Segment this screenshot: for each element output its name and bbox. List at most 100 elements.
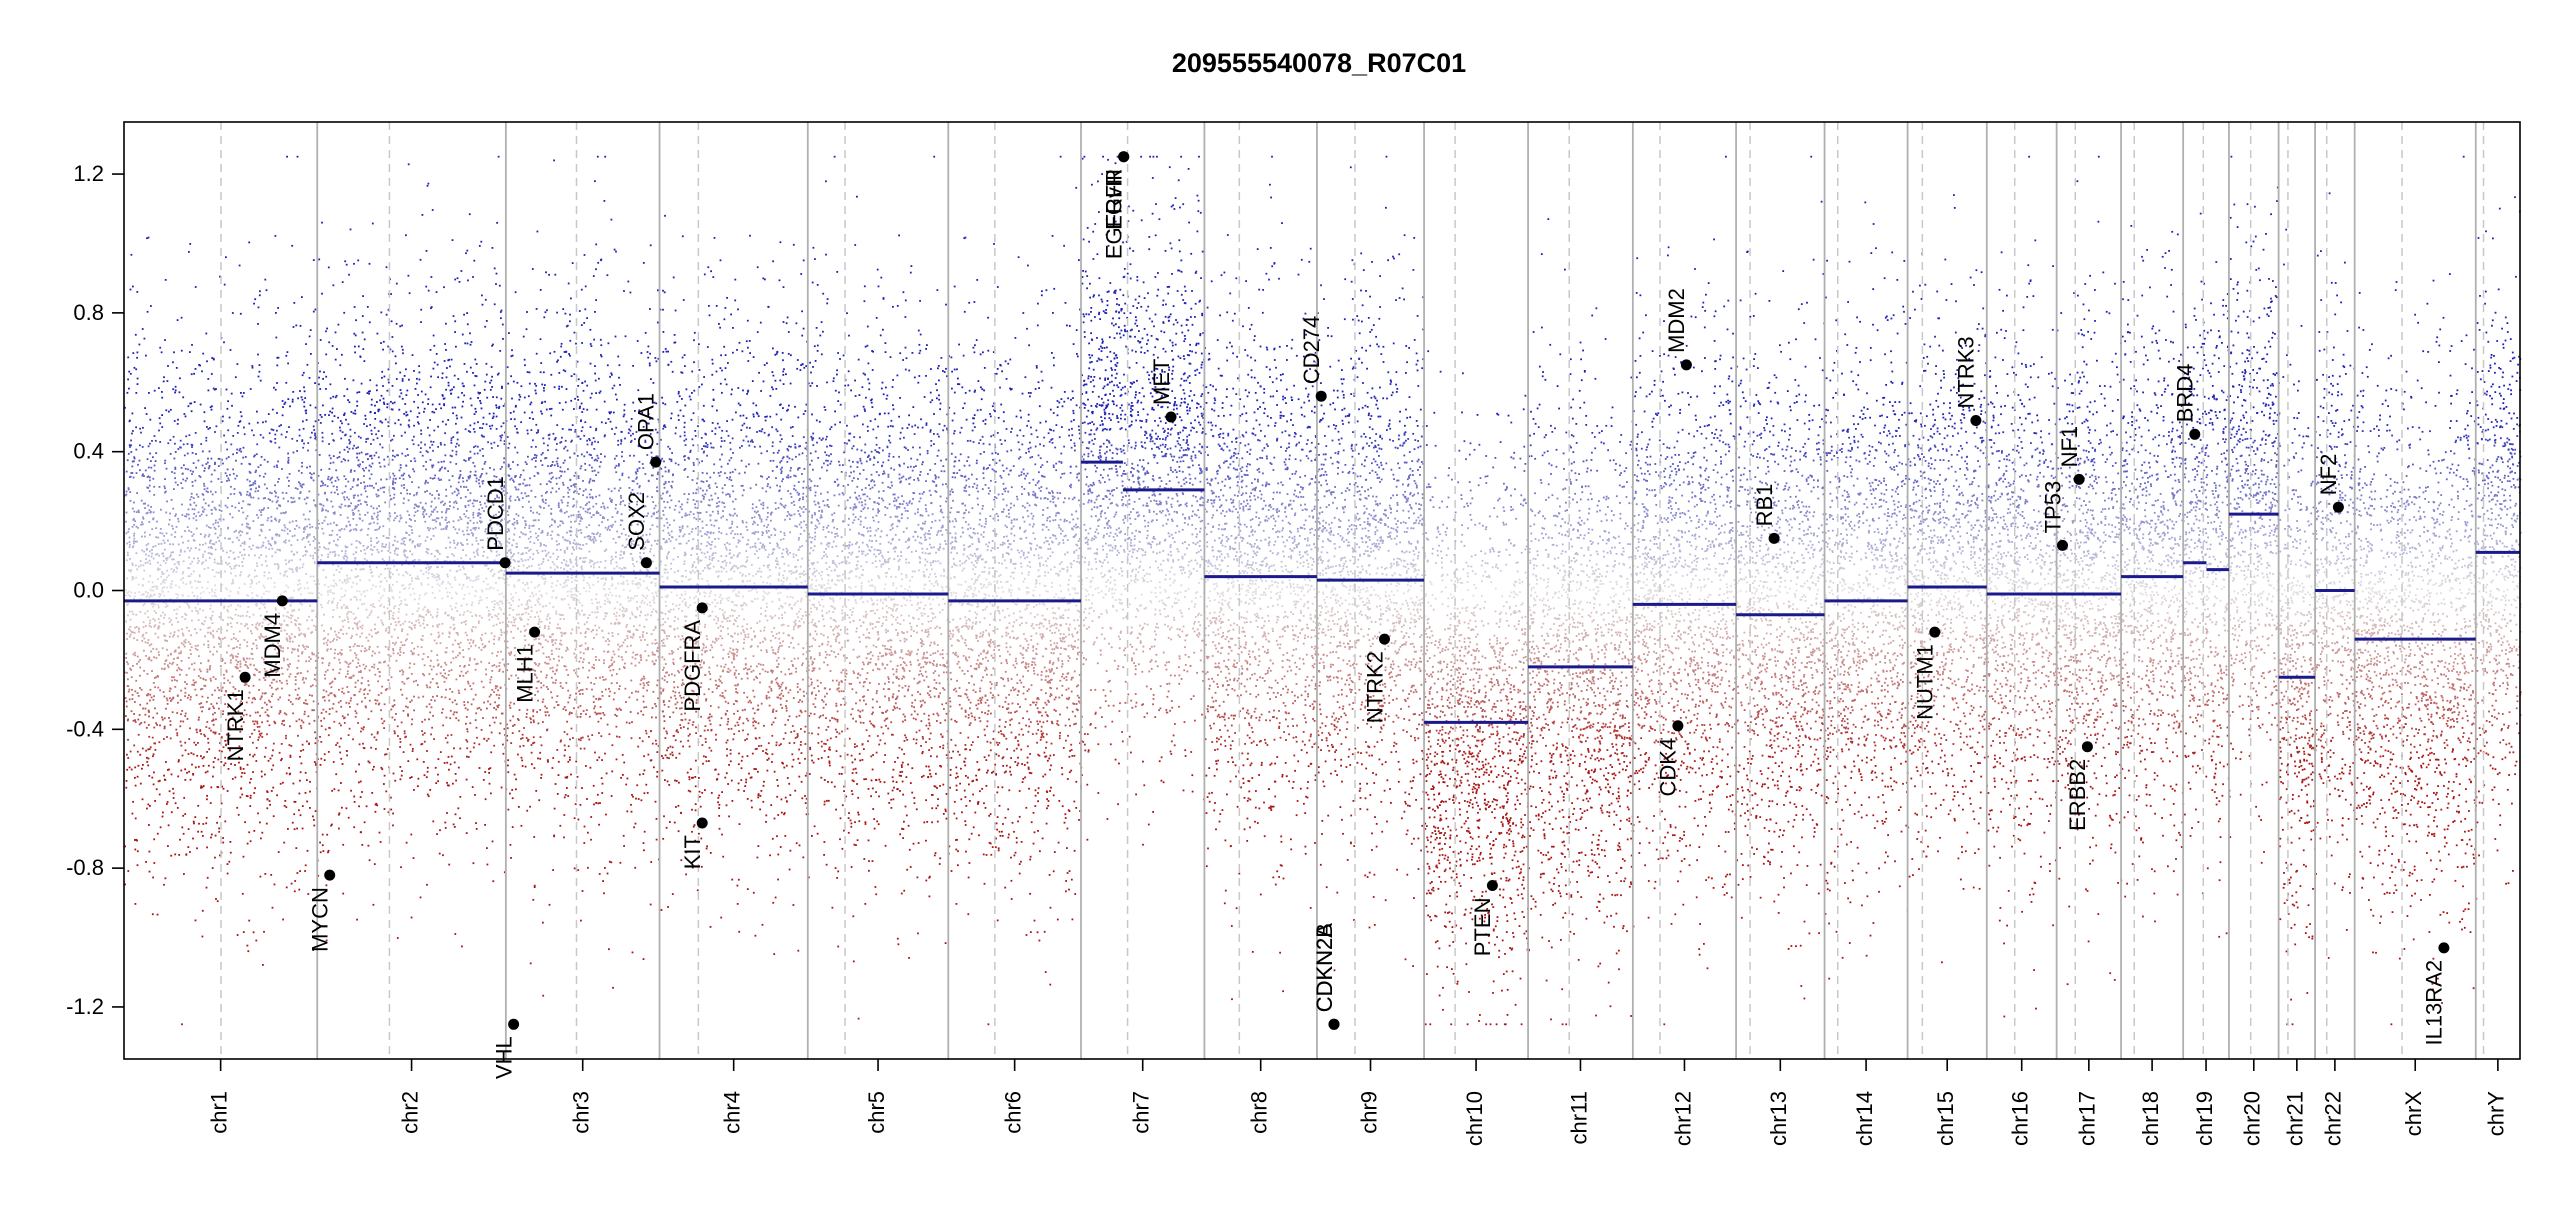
- probe-point: [315, 626, 317, 629]
- probe-point: [147, 542, 150, 545]
- probe-point: [355, 447, 358, 449]
- probe-point: [177, 666, 180, 669]
- probe-point: [259, 434, 262, 436]
- probe-point: [336, 742, 339, 744]
- probe-point: [333, 592, 335, 595]
- probe-point: [227, 400, 229, 403]
- probe-point: [431, 403, 434, 406]
- probe-point: [441, 395, 444, 397]
- probe-point: [141, 474, 144, 477]
- probe-point: [180, 669, 183, 671]
- probe-point: [500, 608, 502, 611]
- probe-point: [380, 596, 382, 599]
- probe-point: [315, 629, 317, 631]
- probe-point: [249, 586, 252, 588]
- probe-point: [158, 429, 160, 432]
- probe-point: [495, 404, 498, 407]
- probe-point: [174, 853, 177, 856]
- probe-point: [135, 472, 138, 474]
- probe-point: [311, 684, 314, 687]
- probe-point: [353, 332, 356, 335]
- probe-point: [234, 506, 237, 509]
- probe-point: [161, 647, 164, 650]
- probe-point: [266, 708, 269, 711]
- probe-point: [201, 450, 204, 453]
- probe-point: [215, 519, 217, 522]
- probe-point: [232, 633, 235, 635]
- probe-point: [141, 640, 144, 642]
- probe-point: [453, 747, 455, 750]
- probe-point: [125, 657, 127, 659]
- probe-point: [480, 660, 483, 663]
- probe-point: [393, 607, 395, 609]
- probe-point: [319, 503, 321, 505]
- probe-point: [404, 549, 407, 552]
- probe-point: [256, 669, 258, 671]
- probe-point: [458, 528, 461, 531]
- probe-point: [129, 543, 131, 546]
- probe-point: [263, 636, 265, 638]
- probe-point: [498, 593, 501, 596]
- probe-point: [254, 298, 257, 301]
- probe-point: [142, 764, 144, 766]
- probe-point: [361, 627, 364, 630]
- probe-point: [139, 469, 141, 472]
- probe-point: [357, 575, 359, 577]
- probe-point: [175, 526, 178, 528]
- probe-point: [327, 639, 329, 642]
- probe-point: [280, 512, 283, 515]
- probe-point: [263, 586, 266, 589]
- probe-point: [127, 488, 130, 491]
- probe-point: [438, 469, 441, 472]
- probe-point: [251, 592, 254, 594]
- probe-point: [346, 574, 348, 577]
- probe-point: [191, 344, 193, 346]
- probe-point: [187, 828, 190, 830]
- probe-point: [217, 536, 219, 539]
- probe-point: [173, 609, 176, 611]
- probe-point: [139, 753, 142, 756]
- probe-point: [445, 322, 447, 325]
- probe-point: [370, 429, 373, 432]
- probe-point: [285, 615, 288, 618]
- probe-point: [348, 727, 351, 730]
- probe-point: [151, 670, 153, 672]
- probe-point: [143, 721, 146, 724]
- probe-point: [447, 756, 450, 758]
- probe-point: [170, 533, 173, 536]
- probe-point: [209, 427, 211, 429]
- probe-point: [369, 571, 372, 574]
- probe-point: [249, 463, 252, 466]
- probe-point: [239, 534, 242, 537]
- probe-point: [227, 527, 229, 530]
- probe-point: [240, 718, 243, 721]
- probe-point: [206, 770, 209, 773]
- probe-point: [308, 490, 311, 493]
- probe-point: [300, 762, 303, 765]
- probe-point: [390, 439, 392, 442]
- probe-point: [146, 547, 148, 550]
- probe-point: [474, 407, 477, 410]
- probe-point: [230, 582, 233, 585]
- probe-point: [237, 640, 239, 642]
- probe-point: [393, 519, 395, 522]
- probe-point: [352, 581, 355, 584]
- probe-point: [433, 508, 436, 511]
- probe-point: [169, 720, 172, 723]
- probe-point: [490, 632, 493, 635]
- probe-point: [211, 500, 214, 503]
- probe-point: [191, 484, 194, 487]
- probe-point: [215, 718, 217, 721]
- probe-point: [174, 468, 177, 470]
- probe-point: [503, 485, 506, 487]
- probe-point: [244, 682, 247, 685]
- probe-point: [318, 258, 321, 261]
- probe-point: [257, 739, 260, 741]
- probe-point: [137, 583, 140, 586]
- probe-point: [370, 473, 373, 476]
- probe-point: [243, 583, 246, 585]
- probe-point: [289, 673, 292, 676]
- probe-point: [248, 537, 251, 540]
- probe-point: [332, 455, 335, 457]
- probe-point: [339, 668, 342, 671]
